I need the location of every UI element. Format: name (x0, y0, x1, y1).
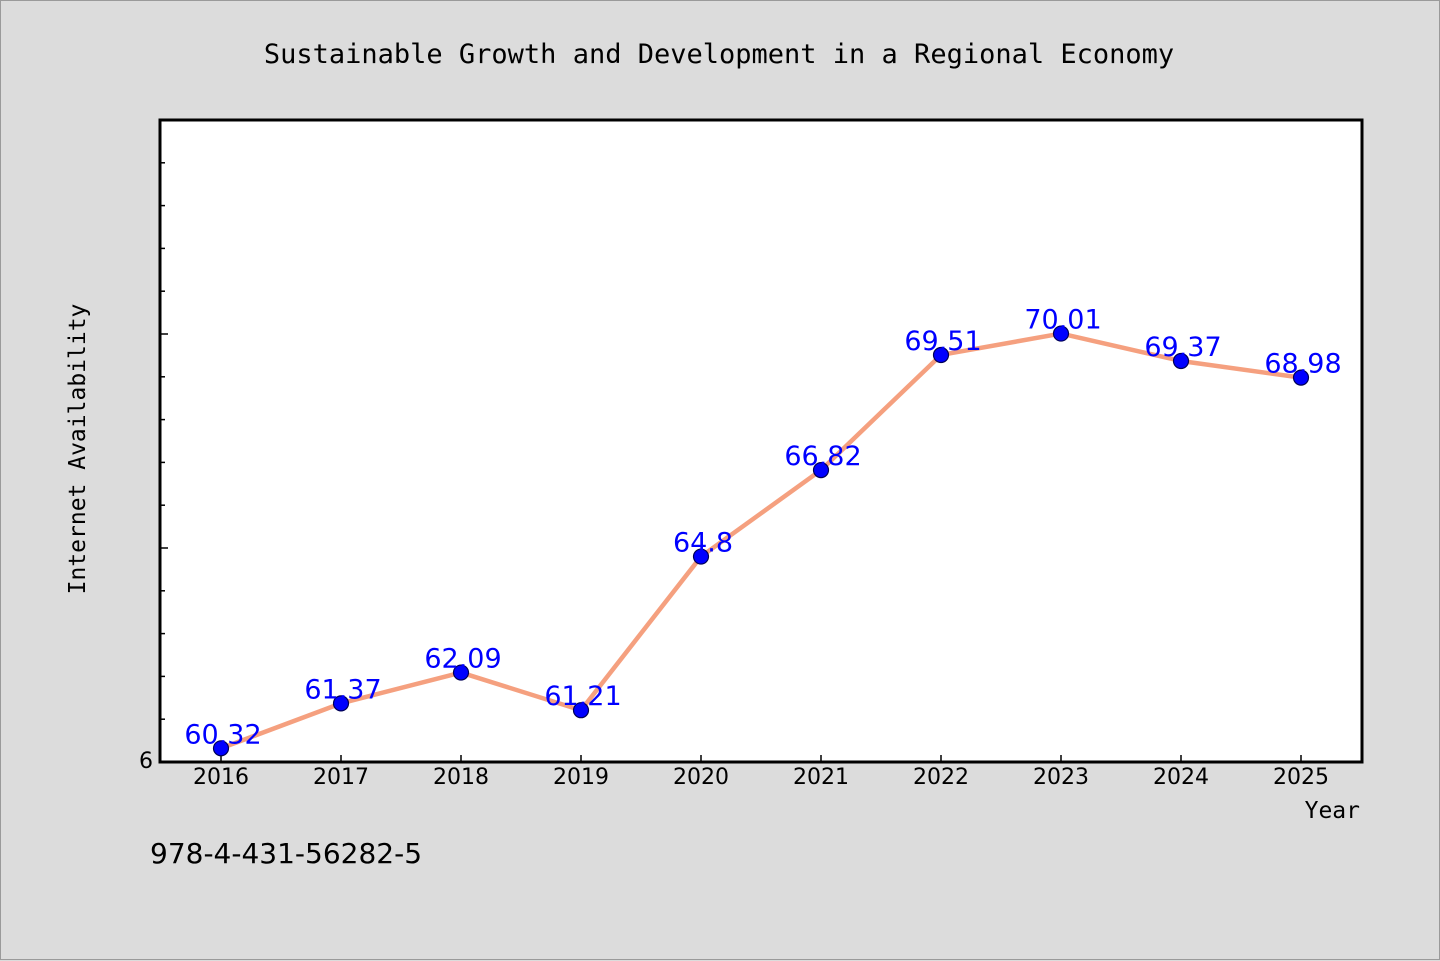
data-point-marker (692, 548, 710, 565)
x-tick-label: 2019 (553, 765, 609, 790)
x-tick-label: 2024 (1153, 765, 1209, 790)
data-point-marker (1292, 369, 1310, 386)
x-axis-ticks: 2016 2017 2018 2019 2020 2021 2022 2023 2024 2025 (193, 755, 1329, 790)
data-label: 66.82 (784, 441, 861, 472)
data-label: 69.37 (1144, 332, 1221, 363)
data-point-marker (932, 346, 950, 364)
x-tick-label: 2022 (913, 765, 969, 790)
data-point-marker (1052, 325, 1070, 342)
data-labels: 60.32 61.37 62.09 61.21 64.8 66.82 69.51 70.01 6… (184, 305, 1341, 751)
x-tick-label: 2023 (1033, 765, 1089, 790)
data-label: 61.21 (544, 681, 621, 712)
data-label: 64.8 (673, 528, 733, 559)
x-tick-label: 2018 (433, 765, 489, 790)
data-point-marker (212, 740, 230, 757)
data-label: 60.32 (184, 719, 261, 750)
data-point-marker (1172, 352, 1190, 370)
data-label: 70.01 (1024, 305, 1101, 336)
x-tick-label: 2017 (313, 765, 369, 790)
y-axis-label: Internet Availability (65, 304, 91, 595)
data-label: 61.37 (304, 674, 381, 705)
data-markers (212, 325, 1310, 757)
x-tick-label: 2020 (673, 765, 729, 790)
y-tick-label: 6 (139, 749, 153, 774)
series-line (218, 331, 1304, 751)
x-tick-label: 2025 (1273, 765, 1329, 790)
data-point-marker (332, 695, 350, 712)
data-label: 62.09 (424, 644, 501, 675)
x-axis-label: Year (1305, 798, 1360, 824)
data-label: 69.51 (904, 326, 981, 357)
x-tick-label: 2021 (793, 765, 849, 790)
chart-title: Sustainable Growth and Development in a … (264, 39, 1174, 70)
plot-area (158, 118, 1364, 764)
x-tick-label: 2016 (193, 765, 249, 790)
series-polyline (218, 331, 1304, 751)
data-point-marker (452, 664, 470, 681)
data-point-marker (572, 702, 590, 719)
data-label: 68.98 (1264, 349, 1341, 380)
y-axis-ticks: 6 (139, 119, 168, 774)
isbn-text: 978-4-431-56282-5 (150, 837, 422, 870)
data-point-marker (812, 462, 830, 479)
